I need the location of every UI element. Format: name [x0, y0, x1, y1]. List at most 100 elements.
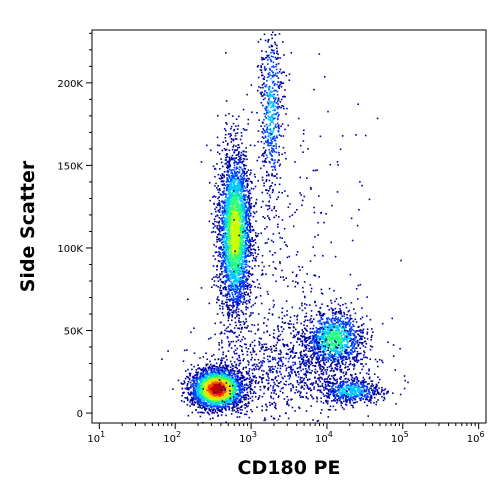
- event-dot: [244, 254, 247, 256]
- event-dot: [245, 240, 247, 242]
- event-dot: [197, 384, 199, 386]
- event-dot: [229, 387, 231, 390]
- event-dot: [202, 382, 205, 385]
- event-dot: [230, 375, 232, 377]
- event-dot: [237, 158, 240, 161]
- event-dot: [219, 273, 221, 275]
- event-dot: [217, 403, 220, 406]
- event-dot: [259, 287, 262, 289]
- event-dot: [255, 201, 257, 204]
- event-dot: [233, 241, 235, 244]
- event-dot: [234, 228, 236, 230]
- event-dot: [239, 324, 242, 326]
- event-dot: [227, 371, 229, 373]
- event-dot: [227, 308, 229, 310]
- event-dot: [212, 396, 214, 398]
- event-dot: [194, 402, 197, 404]
- event-dot: [222, 376, 225, 379]
- event-dot: [222, 259, 225, 262]
- event-dot: [219, 253, 222, 256]
- event-dot: [242, 220, 245, 223]
- event-dot: [242, 184, 244, 186]
- event-dot: [221, 367, 224, 369]
- event-dot: [231, 207, 233, 210]
- event-dot: [218, 240, 221, 242]
- event-dot: [191, 392, 193, 394]
- event-dot: [243, 293, 246, 295]
- event-dot: [231, 213, 233, 215]
- event-dot: [235, 166, 238, 168]
- event-dot: [238, 214, 240, 216]
- event-dot: [238, 239, 241, 241]
- event-dot: [224, 212, 227, 215]
- event-dot: [229, 288, 232, 291]
- event-dot: [245, 178, 248, 181]
- event-dot: [227, 202, 229, 204]
- event-dot: [202, 401, 205, 404]
- event-dot: [221, 205, 223, 208]
- event-dot: [231, 249, 234, 252]
- event-dot: [206, 372, 209, 375]
- event-dot: [205, 398, 208, 401]
- event-dot: [249, 225, 252, 227]
- event-dot: [224, 329, 226, 332]
- event-dot: [213, 203, 215, 205]
- event-dot: [233, 262, 235, 264]
- event-dot: [249, 199, 251, 202]
- event-dot: [248, 178, 250, 180]
- event-dot: [251, 389, 254, 391]
- event-dot: [252, 375, 254, 378]
- event-dot: [248, 229, 251, 232]
- event-dot: [216, 298, 218, 300]
- event-dot: [201, 385, 204, 387]
- event-dot: [193, 395, 195, 397]
- event-dot: [217, 370, 220, 373]
- event-dot: [220, 410, 223, 412]
- event-dot: [237, 203, 240, 206]
- event-dot: [244, 251, 246, 253]
- event-dot: [222, 225, 225, 228]
- event-dot: [193, 385, 195, 387]
- event-dot: [198, 379, 201, 381]
- event-dot: [207, 390, 209, 393]
- event-dot: [230, 389, 232, 391]
- event-dot: [210, 397, 212, 399]
- event-dot: [209, 409, 212, 411]
- event-dot: [221, 411, 224, 414]
- event-dot: [210, 375, 212, 377]
- event-dot: [234, 175, 236, 177]
- event-dot: [231, 193, 234, 195]
- event-dot: [245, 221, 248, 223]
- event-dot: [250, 312, 252, 314]
- event-dot: [221, 381, 223, 383]
- event-dot: [213, 276, 215, 279]
- event-dot: [215, 210, 217, 213]
- event-dot: [217, 197, 219, 200]
- event-dot: [254, 259, 256, 262]
- event-dot: [224, 259, 226, 262]
- event-dot: [208, 302, 211, 305]
- event-dot: [219, 207, 222, 209]
- event-dot: [240, 224, 242, 226]
- event-dot: [230, 329, 232, 332]
- event-dot: [238, 181, 241, 184]
- event-dot: [230, 396, 233, 398]
- event-dot: [245, 263, 248, 266]
- event-dot: [239, 406, 242, 408]
- event-dot: [235, 295, 238, 298]
- event-dot: [246, 201, 249, 203]
- event-dot: [205, 403, 208, 406]
- event-dot: [219, 368, 221, 371]
- event-dot: [234, 394, 237, 396]
- event-dot: [211, 400, 213, 403]
- event-dot: [224, 211, 226, 214]
- event-dot: [206, 383, 209, 385]
- event-dot: [204, 396, 206, 398]
- event-dot: [217, 398, 220, 400]
- event-dot: [242, 312, 245, 315]
- event-dot: [228, 277, 231, 279]
- event-dot: [215, 374, 218, 376]
- event-dot: [243, 158, 246, 160]
- event-dot: [232, 404, 235, 407]
- event-dot: [210, 363, 212, 366]
